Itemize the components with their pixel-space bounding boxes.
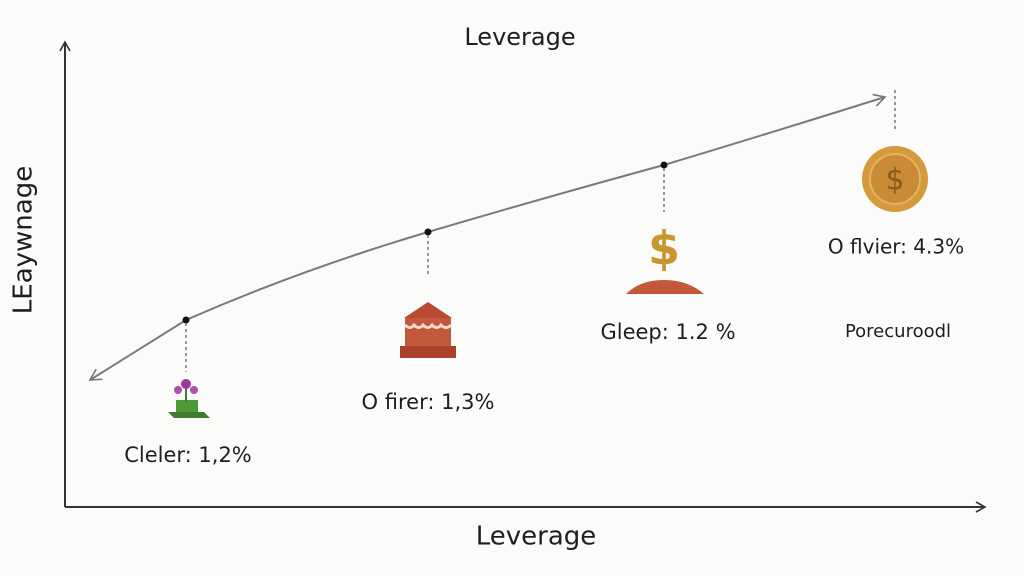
svg-text:$: $ bbox=[648, 222, 680, 276]
curve bbox=[185, 93, 887, 321]
node-label: Gleep: 1.2 % bbox=[600, 320, 735, 344]
node-label: Cleler: 1,2% bbox=[124, 443, 252, 467]
node-label: O flvier: 4.3% bbox=[828, 235, 964, 259]
curve-start bbox=[88, 319, 187, 381]
points bbox=[182, 161, 668, 324]
point bbox=[424, 228, 432, 236]
dashed-leaders bbox=[185, 90, 896, 372]
point bbox=[660, 161, 668, 169]
node-label: O firer: 1,3% bbox=[362, 390, 495, 414]
flower-icon bbox=[168, 379, 210, 418]
coin-icon: $ bbox=[862, 146, 928, 212]
note: Porecuroodl bbox=[845, 321, 951, 342]
svg-text:$: $ bbox=[885, 163, 904, 198]
point bbox=[182, 316, 190, 324]
cake-icon bbox=[400, 302, 456, 358]
y-axis-label: LEaywnage bbox=[9, 166, 39, 314]
x-axis-label: Leverage bbox=[476, 522, 597, 552]
dollar-icon: $ bbox=[626, 222, 704, 294]
title: Leverage bbox=[464, 23, 575, 51]
